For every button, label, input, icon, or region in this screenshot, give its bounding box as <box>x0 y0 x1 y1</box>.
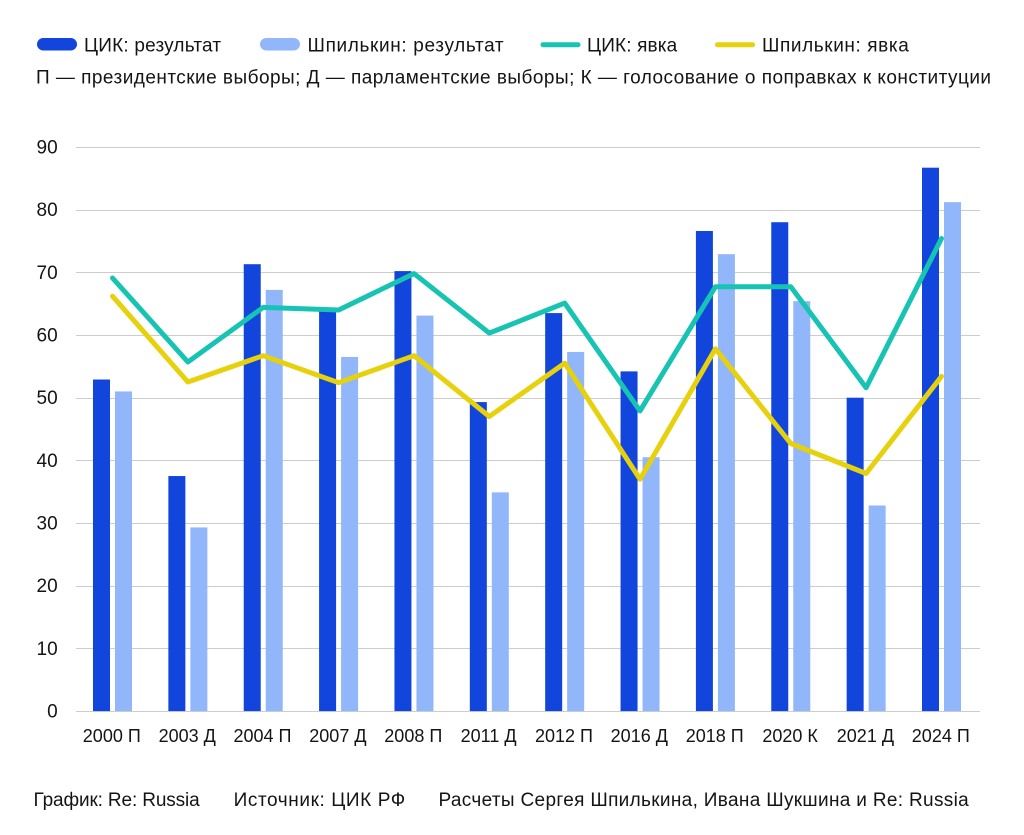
svg-text:ЦИК: явка: ЦИК: явка <box>587 36 678 57</box>
svg-text:Шпилькин: результат: Шпилькин: результат <box>308 36 505 57</box>
svg-text:50: 50 <box>37 388 58 409</box>
svg-text:П — президентские выборы; Д —: П — президентские выборы; Д — парламентс… <box>36 67 992 88</box>
svg-text:График: Re: Russia: График: Re: Russia <box>34 790 201 811</box>
svg-text:2004 П: 2004 П <box>234 726 292 746</box>
svg-text:20: 20 <box>37 576 58 597</box>
svg-text:30: 30 <box>37 514 58 535</box>
svg-text:10: 10 <box>37 639 58 660</box>
svg-text:2018 П: 2018 П <box>686 726 744 746</box>
svg-text:2016 Д: 2016 Д <box>611 726 668 746</box>
svg-text:2024 П: 2024 П <box>912 726 970 746</box>
svg-text:ЦИК: результат: ЦИК: результат <box>84 36 221 57</box>
svg-text:2000 П: 2000 П <box>83 726 141 746</box>
svg-text:2020 К: 2020 К <box>762 726 818 746</box>
svg-text:Источник: ЦИК РФ: Источник: ЦИК РФ <box>234 790 406 811</box>
svg-text:2011 Д: 2011 Д <box>461 726 517 746</box>
svg-text:80: 80 <box>37 200 58 221</box>
svg-text:Расчеты Сергея Шпилькина, Иван: Расчеты Сергея Шпилькина, Ивана Шукшина … <box>439 790 970 811</box>
svg-text:2021 Д: 2021 Д <box>837 726 894 746</box>
svg-text:Шпилькин: явка: Шпилькин: явка <box>762 36 909 57</box>
svg-text:2007 Д: 2007 Д <box>309 726 366 746</box>
svg-text:70: 70 <box>37 263 58 284</box>
svg-text:2012 П: 2012 П <box>535 726 593 746</box>
svg-text:90: 90 <box>37 138 58 159</box>
svg-text:60: 60 <box>37 326 58 347</box>
svg-text:2003 Д: 2003 Д <box>159 726 216 746</box>
svg-text:0: 0 <box>47 702 58 723</box>
svg-text:40: 40 <box>37 451 58 472</box>
svg-text:2008 П: 2008 П <box>384 726 442 746</box>
